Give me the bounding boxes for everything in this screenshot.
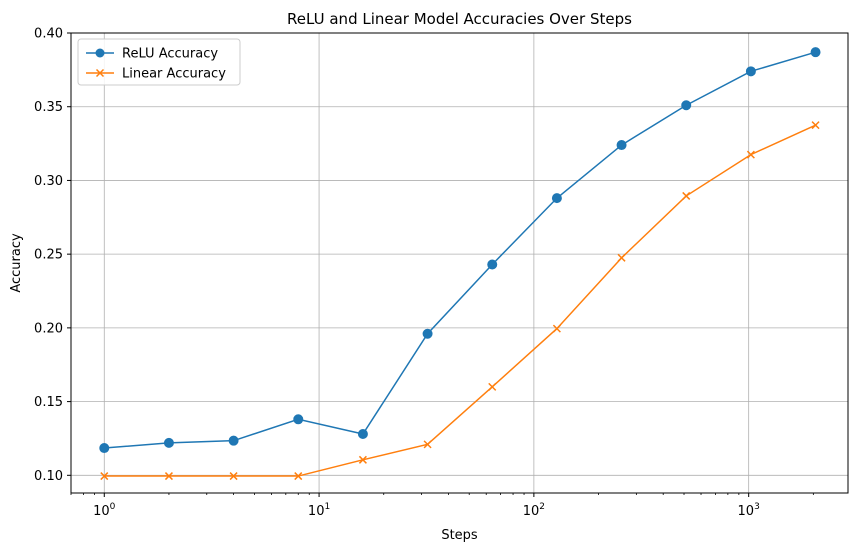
data-point xyxy=(422,328,433,339)
marker-stroke xyxy=(552,324,561,333)
x-tick-label: 102 xyxy=(523,502,545,519)
legend-box xyxy=(77,38,241,86)
data-point xyxy=(163,437,174,448)
y-tick-label: 0.10 xyxy=(34,469,63,484)
x-tick-exponent: 1 xyxy=(324,502,330,512)
x-tick-exponent: 3 xyxy=(754,502,760,512)
legend: ReLU Accuracy Linear Accuracy xyxy=(77,38,241,86)
y-tick-label: 0.20 xyxy=(34,321,63,336)
data-point xyxy=(745,66,756,77)
x-axis-label: Steps xyxy=(441,528,478,543)
legend-label: ReLU Accuracy xyxy=(122,47,218,62)
y-axis-ticks: 0.10 0.15 0.20 0.25 0.30 0.35 0.40 xyxy=(34,27,71,484)
marker-stroke xyxy=(488,382,497,391)
y-tick-label: 0.25 xyxy=(34,248,63,263)
legend-marker xyxy=(95,48,105,58)
data-point xyxy=(551,193,562,204)
data-point xyxy=(616,140,627,151)
data-point xyxy=(99,443,110,454)
data-point xyxy=(357,429,368,440)
x-tick-exponent: 2 xyxy=(539,502,545,512)
data-point xyxy=(423,440,432,449)
legend-item-linear: Linear Accuracy xyxy=(86,67,226,82)
data-point xyxy=(552,324,561,333)
data-point xyxy=(487,259,498,270)
marker-stroke xyxy=(100,472,109,481)
series-line xyxy=(104,124,816,477)
x-axis-ticks: 100 101 102 103 xyxy=(93,493,760,519)
legend-item-relu: ReLU Accuracy xyxy=(86,47,218,62)
x-tick-base: 10 xyxy=(93,504,110,519)
data-point xyxy=(164,472,173,481)
marker-stroke xyxy=(164,472,173,481)
data-point xyxy=(358,455,367,464)
series-layer xyxy=(99,47,821,481)
y-tick-label: 0.40 xyxy=(34,27,63,42)
data-point xyxy=(100,472,109,481)
marker-stroke xyxy=(746,150,755,159)
series-line xyxy=(104,51,816,449)
legend-label: Linear Accuracy xyxy=(122,67,226,82)
data-point xyxy=(294,472,303,481)
series-linear xyxy=(100,121,820,481)
x-tick-base: 10 xyxy=(738,504,755,519)
legend-marker xyxy=(95,68,105,78)
y-tick-label: 0.15 xyxy=(34,395,63,410)
marker-stroke xyxy=(617,253,626,262)
series-relu xyxy=(99,47,821,454)
marker-stroke xyxy=(294,472,303,481)
y-axis-label: Accuracy xyxy=(9,233,24,293)
data-point xyxy=(811,121,820,130)
x-tick-label: 103 xyxy=(738,502,760,519)
data-point xyxy=(229,472,238,481)
data-point xyxy=(488,382,497,391)
y-tick-label: 0.30 xyxy=(34,174,63,189)
chart-title: ReLU and Linear Model Accuracies Over St… xyxy=(287,10,632,28)
data-point xyxy=(293,414,304,425)
plot-frame xyxy=(70,32,849,494)
data-point xyxy=(228,435,239,446)
data-point xyxy=(810,47,821,58)
data-point xyxy=(681,100,692,111)
x-tick-base: 10 xyxy=(523,504,540,519)
x-tick-label: 100 xyxy=(93,502,116,519)
marker-stroke xyxy=(423,440,432,449)
data-point xyxy=(617,253,626,262)
marker-stroke xyxy=(229,472,238,481)
grid xyxy=(71,32,848,493)
x-tick-label: 101 xyxy=(308,502,330,519)
marker-stroke xyxy=(682,191,691,200)
x-tick-exponent: 0 xyxy=(110,502,116,512)
marker-stroke xyxy=(811,121,820,130)
data-point xyxy=(682,191,691,200)
data-point xyxy=(746,150,755,159)
y-tick-label: 0.35 xyxy=(34,100,63,115)
marker-stroke xyxy=(358,455,367,464)
x-tick-base: 10 xyxy=(308,504,325,519)
